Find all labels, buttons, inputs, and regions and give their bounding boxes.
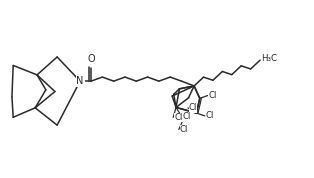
Text: Cl: Cl — [208, 91, 217, 100]
Text: Cl: Cl — [183, 112, 191, 121]
Text: O: O — [87, 54, 95, 64]
Text: Cl: Cl — [174, 113, 182, 122]
Text: H₃C: H₃C — [262, 54, 278, 63]
Text: Cl: Cl — [180, 125, 188, 134]
Text: Cl: Cl — [206, 111, 214, 120]
Text: N: N — [76, 76, 84, 86]
Text: Cl: Cl — [189, 103, 197, 112]
